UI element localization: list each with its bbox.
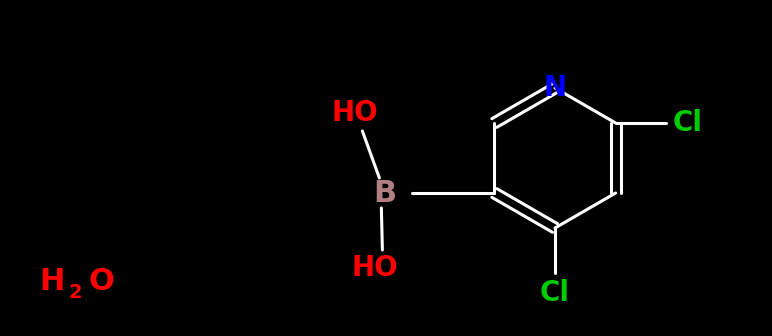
Text: Cl: Cl — [672, 109, 703, 137]
Text: H: H — [39, 266, 65, 295]
Text: Cl: Cl — [540, 279, 570, 307]
Text: B: B — [373, 178, 396, 208]
Text: N: N — [543, 74, 567, 102]
Text: HO: HO — [351, 254, 398, 282]
Text: HO: HO — [331, 99, 378, 127]
Text: O: O — [89, 266, 115, 295]
Text: 2: 2 — [68, 284, 82, 302]
